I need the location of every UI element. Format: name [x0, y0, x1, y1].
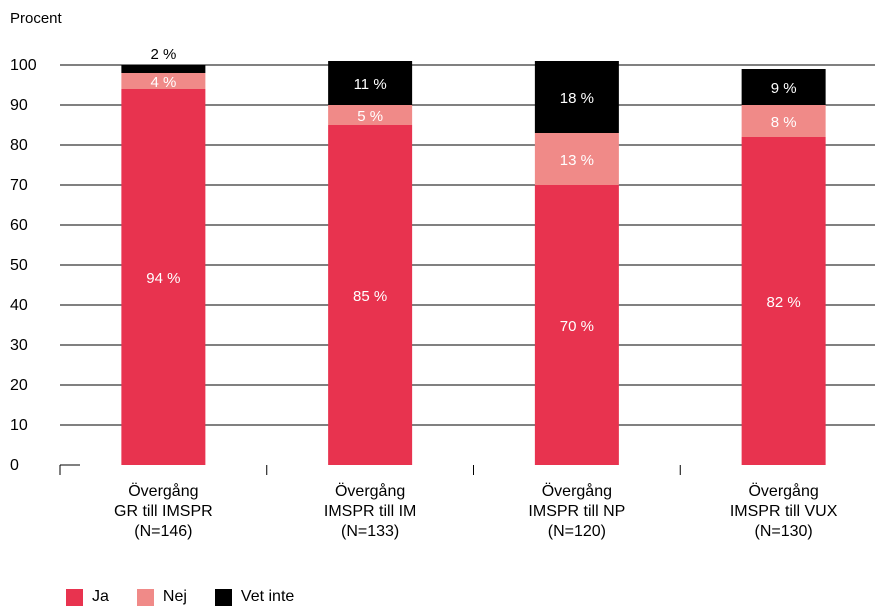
y-axis-label: Procent — [10, 10, 63, 27]
y-tick-label: 50 — [10, 257, 28, 274]
x-category-label: Övergång — [542, 482, 612, 500]
legend-swatch-nej — [136, 588, 154, 606]
x-category-label: IMSPR till NP — [528, 503, 625, 520]
y-tick-label: 0 — [10, 457, 19, 474]
y-tick-label: 30 — [10, 337, 28, 354]
y-tick-label: 90 — [10, 97, 28, 114]
legend-swatch-ja — [66, 588, 83, 606]
x-category-label: Övergång — [748, 482, 818, 500]
bar-segment-ja — [328, 125, 413, 465]
data-label: 82 % — [767, 294, 801, 311]
x-category-label: (N=120) — [548, 523, 606, 540]
y-tick-label: 80 — [10, 137, 28, 154]
data-label: 9 % — [771, 80, 797, 97]
y-tick-label: 100 — [10, 57, 37, 74]
legend-label-ja: Ja — [92, 588, 109, 605]
y-tick-label: 70 — [10, 177, 28, 194]
bar-segment-nej — [534, 133, 619, 185]
legend-label-nej: Nej — [162, 588, 187, 605]
data-label: 13 % — [560, 152, 594, 169]
legend-item-ja: Ja — [66, 588, 109, 606]
x-category-label: IMSPR till VUX — [730, 503, 838, 520]
y-tick-label: 40 — [10, 297, 28, 314]
legend-item-vet-inte: Vet inte — [214, 588, 295, 606]
bar-segment-ja — [741, 137, 826, 465]
bar-segment-nej — [328, 105, 413, 125]
data-label: 85 % — [353, 288, 387, 305]
data-label: 4 % — [150, 74, 176, 91]
bars: 94 % 4 % 2 % 85 % 5 % 11 % 70 % 13 % 18 % 82 % 8 %… — [121, 46, 826, 465]
bar-segment-ja — [534, 185, 619, 465]
x-category-label: IMSPR till IM — [324, 503, 416, 520]
x-category-label: GR till IMSPR — [114, 503, 213, 520]
data-label: 94 % — [146, 270, 180, 287]
bar-segment-vet-inte — [534, 61, 619, 133]
legend: Ja Nej Vet inte — [66, 588, 294, 606]
legend-label-vet-inte: Vet inte — [240, 588, 295, 605]
data-label: 5 % — [357, 108, 383, 125]
bar-segment-nej — [741, 105, 826, 137]
bar-segment-ja — [121, 89, 206, 465]
x-category-label: (N=130) — [755, 523, 813, 540]
x-category-label: (N=146) — [134, 523, 192, 540]
y-tick-label: 20 — [10, 377, 28, 394]
legend-item-nej: Nej — [136, 588, 187, 606]
x-category-label: (N=133) — [341, 523, 399, 540]
bar-segment-vet-inte — [121, 65, 206, 73]
x-category-label: Övergång — [335, 482, 405, 500]
bar-segment-vet-inte — [328, 61, 413, 105]
data-label: 70 % — [560, 318, 594, 335]
data-label: 8 % — [771, 114, 797, 131]
y-tick-label: 10 — [10, 417, 28, 434]
x-category-label: Övergång — [128, 482, 198, 500]
y-tick-label: 60 — [10, 217, 28, 234]
axes: 0 10 20 30 40 50 60 70 80 90 100 Övergång GR till IM… — [10, 57, 838, 540]
data-label: 2 % — [150, 46, 176, 63]
data-label: 11 % — [354, 76, 387, 93]
legend-swatch-vet-inte — [214, 588, 232, 606]
bar-segment-nej — [121, 73, 206, 89]
data-label: 18 % — [560, 90, 594, 107]
bar-segment-vet-inte — [741, 69, 826, 105]
